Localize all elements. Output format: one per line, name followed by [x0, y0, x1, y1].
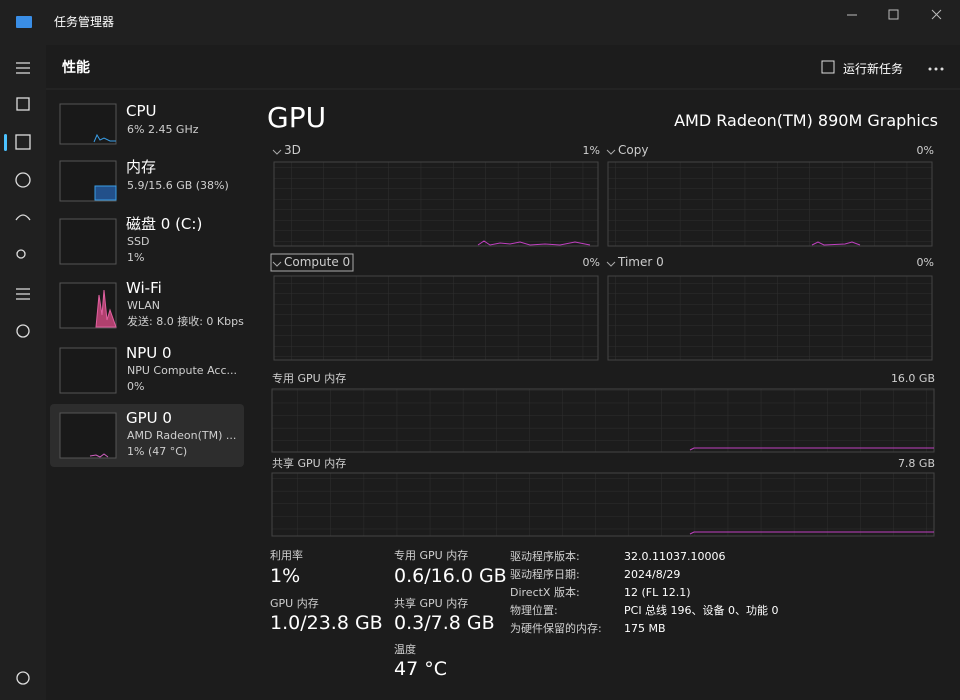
stat-value: 0.3/7.8 GB [394, 612, 495, 634]
focus-ring [270, 253, 354, 272]
detail-value: 175 MB [624, 622, 666, 635]
settings-icon[interactable] [16, 671, 30, 685]
run-task[interactable]: 运行新任务 [843, 62, 904, 76]
item-detail: 5.9/15.6 GB (38%) [127, 179, 229, 192]
page-title: 性能 [62, 60, 90, 76]
engine-name[interactable]: Compute 0 [284, 255, 351, 269]
engine-chevron[interactable] [272, 261, 282, 267]
stat-value: 0.6/16.0 GB [394, 565, 507, 587]
detail-value: 32.0.11037.10006 [624, 550, 726, 563]
stat-value: 1.0/23.8 GB [270, 612, 383, 634]
processes-icon[interactable] [16, 97, 30, 111]
main-title: GPU [267, 101, 327, 134]
item-name: GPU 0 [126, 409, 172, 427]
app-icon [16, 16, 32, 28]
more-button[interactable] [928, 67, 944, 71]
nav-rail [0, 45, 46, 700]
graph-frames [271, 161, 935, 537]
engine-name[interactable]: 3D [284, 143, 301, 157]
run-task-icon[interactable] [821, 60, 835, 74]
performance-icon[interactable] [15, 134, 31, 150]
item-detail: 1% [127, 251, 145, 264]
detail-label: 物理位置: [510, 604, 558, 617]
stat-value: 1% [270, 565, 301, 587]
menu-icon[interactable] [16, 62, 30, 74]
stat-label: GPU 内存 [270, 597, 319, 610]
engine-value: 1% [582, 144, 600, 157]
wifi-thumb-area [95, 289, 117, 328]
shared-trace [689, 531, 934, 535]
engine-value: 0% [916, 256, 934, 269]
item-detail: WLAN [127, 299, 161, 312]
detail-value: 2024/8/29 [624, 568, 681, 581]
detail-label: 为硬件保留的内存: [510, 622, 602, 635]
item-name: NPU 0 [126, 344, 172, 362]
item-detail: NPU Compute Acc... [127, 364, 237, 377]
nav-selected [4, 134, 7, 151]
details-icon[interactable] [16, 288, 30, 300]
engine-value: 0% [582, 256, 600, 269]
device-name: AMD Radeon(TM) 890M Graphics [674, 111, 938, 130]
window-title: 任务管理器 [54, 15, 115, 29]
dedicated-trace [689, 447, 934, 451]
stat-label: 利用率 [270, 549, 303, 562]
users-icon[interactable] [16, 249, 26, 259]
services-icon[interactable] [16, 324, 30, 338]
memory-graph-max: 7.8 GB [897, 457, 935, 470]
engine-chevrons[interactable] [272, 149, 616, 267]
stat-label: 共享 GPU 内存 [394, 597, 469, 610]
memory-graph-name: 共享 GPU 内存 [272, 457, 347, 470]
item-name: Wi-Fi [126, 279, 162, 297]
3d-trace [477, 240, 591, 246]
item-detail: 发送: 8.0 接收: 0 Kbps [127, 315, 244, 328]
item-name: CPU [126, 102, 157, 120]
detail-label: 驱动程序版本: [510, 550, 580, 563]
detail-label: DirectX 版本: [510, 586, 580, 599]
startup-icon[interactable] [15, 214, 31, 221]
detail-value: 12 (FL 12.1) [624, 586, 691, 599]
detail-value: PCI 总线 196、设备 0、功能 0 [624, 604, 779, 617]
item-name: 内存 [126, 158, 157, 176]
item-detail: 0% [127, 380, 145, 393]
history-icon[interactable] [15, 172, 31, 188]
cpu-thumb-line [93, 133, 116, 143]
stat-value: 47 °C [394, 658, 447, 680]
item-detail: 6% 2.45 GHz [127, 123, 199, 136]
nav-icons [15, 62, 31, 685]
memory-thumb-area [94, 185, 117, 201]
maximize[interactable] [888, 9, 899, 20]
detail-label: 驱动程序日期: [510, 568, 580, 581]
copy-trace [811, 241, 861, 246]
engine-name[interactable]: Timer 0 [618, 255, 664, 269]
engine-name[interactable]: Copy [618, 143, 649, 157]
title-bar [0, 0, 960, 45]
gpu-thumb-line [89, 453, 109, 458]
memory-graph-name: 专用 GPU 内存 [272, 372, 347, 385]
item-detail: SSD [127, 235, 150, 248]
item-name: 磁盘 0 (C:) [126, 215, 203, 233]
engine-value: 0% [916, 144, 934, 157]
item-detail: 1% (47 °C) [127, 445, 188, 458]
memory-graph-max: 16.0 GB [890, 372, 935, 385]
item-detail: AMD Radeon(TM) ... [127, 429, 237, 442]
close[interactable] [931, 9, 942, 20]
stat-label: 温度 [394, 643, 416, 656]
stat-label: 专用 GPU 内存 [394, 549, 469, 562]
